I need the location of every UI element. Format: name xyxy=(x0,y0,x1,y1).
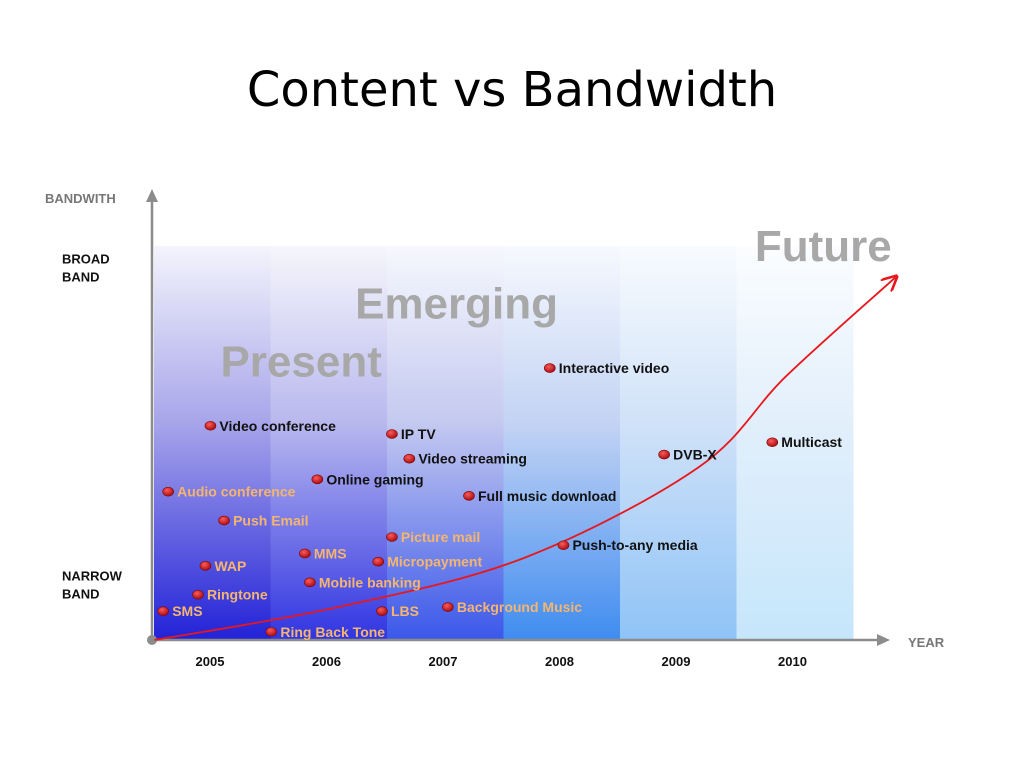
point-audio-conference xyxy=(162,486,174,497)
year-band-2008 xyxy=(503,246,621,640)
point-push-to-any-media xyxy=(557,540,570,551)
point-label-ring-back-tone: Ring Back Tone xyxy=(280,624,385,640)
point-label-picture-mail: Picture mail xyxy=(401,529,480,545)
point-label-ip-tv: IP TV xyxy=(401,426,436,442)
year-band-2007 xyxy=(387,246,504,640)
era-label-emerging: Emerging xyxy=(355,280,558,329)
trend-line xyxy=(154,277,895,641)
point-video-conference xyxy=(204,420,217,431)
point-dvb-x xyxy=(658,449,670,460)
era-labels: Present Emerging Future xyxy=(220,222,891,386)
point-label-multicast: Multicast xyxy=(781,434,842,450)
point-label-lbs: LBS xyxy=(391,603,419,619)
point-sms xyxy=(157,606,169,616)
x-axis-arrow xyxy=(877,634,890,646)
point-background-music xyxy=(442,602,454,612)
year-band-2010 xyxy=(736,246,854,640)
content-points: Interactive video Video conference IP TV Vi… xyxy=(157,360,842,640)
x-tick-label-2008: 2008 xyxy=(545,654,574,669)
point-label-full-music-download: Full music download xyxy=(478,488,616,504)
point-label-background-music: Background Music xyxy=(457,599,582,615)
y-axis-arrow xyxy=(146,189,158,202)
x-tick-label-2009: 2009 xyxy=(662,654,691,669)
point-label-ringtone: Ringtone xyxy=(207,587,268,603)
axis-origin xyxy=(147,635,157,645)
era-label-future: Future xyxy=(755,222,892,271)
point-label-video-streaming: Video streaming xyxy=(418,451,527,467)
point-push-email xyxy=(218,515,230,526)
point-label-mms: MMS xyxy=(314,545,347,561)
y-tick-label-0-0: BROAD xyxy=(62,251,110,266)
x-tick-label-2005: 2005 xyxy=(196,654,225,669)
year-band-2009 xyxy=(620,246,737,640)
point-online-gaming xyxy=(311,474,324,485)
year-band-2005 xyxy=(154,246,271,640)
year-band-2006 xyxy=(270,246,388,640)
trend-curve xyxy=(154,277,895,641)
point-lbs xyxy=(376,606,388,616)
point-interactive-video xyxy=(543,363,556,373)
point-multicast xyxy=(766,437,779,448)
point-ring-back-tone xyxy=(265,626,278,637)
point-full-music-download xyxy=(463,490,475,501)
point-label-audio-conference: Audio conference xyxy=(177,484,295,500)
point-label-push-email: Push Email xyxy=(233,513,308,529)
point-label-mobile-banking: Mobile banking xyxy=(319,574,421,590)
point-label-sms: SMS xyxy=(172,603,202,619)
point-label-wap: WAP xyxy=(214,558,246,574)
point-label-interactive-video: Interactive video xyxy=(559,360,670,376)
point-mms xyxy=(299,548,311,559)
x-tick-label-2006: 2006 xyxy=(312,654,341,669)
point-ringtone xyxy=(192,589,204,600)
point-video-streaming xyxy=(403,453,416,464)
point-micropayment xyxy=(372,556,385,567)
point-label-micropayment: Micropayment xyxy=(387,554,482,570)
point-wap xyxy=(199,561,212,571)
year-bands xyxy=(154,246,854,640)
y-tick-label-0-1: BAND xyxy=(62,269,100,284)
point-picture-mail xyxy=(386,532,398,542)
point-label-video-conference: Video conference xyxy=(219,418,336,434)
y-tick-label-1-0: NARROW xyxy=(62,569,123,584)
y-axis-label: BANDWITH xyxy=(45,191,116,206)
y-tick-label-1-1: BAND xyxy=(62,587,100,602)
point-label-dvb-x: DVB-X xyxy=(673,447,717,463)
point-label-online-gaming: Online gaming xyxy=(326,471,423,487)
slide-title: Content vs Bandwidth xyxy=(246,62,778,118)
point-label-push-to-any-media: Push-to-any media xyxy=(572,537,697,553)
era-label-present: Present xyxy=(220,337,382,386)
x-axis-label: YEAR xyxy=(908,635,945,650)
x-tick-label-2010: 2010 xyxy=(778,654,807,669)
point-ip-tv xyxy=(386,429,398,439)
point-mobile-banking xyxy=(304,577,316,588)
axes: BANDWITH YEAR 2005 2006 2007 2008 2009 2010 BROA… xyxy=(45,189,945,669)
x-tick-label-2007: 2007 xyxy=(429,654,458,669)
